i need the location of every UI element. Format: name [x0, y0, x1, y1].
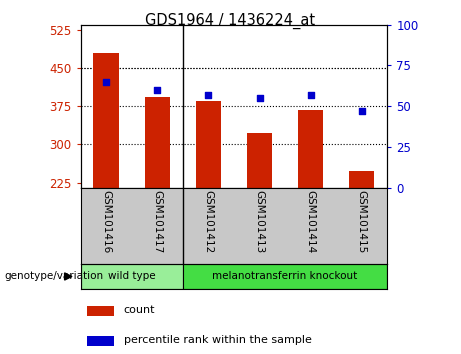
Point — [256, 95, 263, 101]
Point — [102, 79, 110, 85]
Text: GSM101417: GSM101417 — [152, 190, 162, 253]
Text: melanotransferrin knockout: melanotransferrin knockout — [213, 272, 358, 281]
Point — [307, 92, 314, 98]
Text: GDS1964 / 1436224_at: GDS1964 / 1436224_at — [145, 12, 316, 29]
Bar — [195, 101, 221, 188]
Bar — [87, 336, 114, 346]
Bar — [298, 110, 323, 188]
Text: GSM101412: GSM101412 — [203, 190, 213, 253]
Bar — [349, 171, 374, 188]
Point — [154, 87, 161, 93]
Text: GSM101413: GSM101413 — [254, 190, 265, 253]
Point — [358, 108, 366, 114]
Bar — [87, 306, 114, 316]
Text: genotype/variation: genotype/variation — [5, 272, 104, 281]
Bar — [183, 264, 387, 289]
Text: count: count — [124, 305, 155, 315]
Bar — [81, 264, 183, 289]
Bar — [247, 133, 272, 188]
Text: GSM101416: GSM101416 — [101, 190, 111, 253]
Text: GSM101415: GSM101415 — [357, 190, 366, 253]
Point — [205, 92, 212, 98]
Text: percentile rank within the sample: percentile rank within the sample — [124, 335, 312, 345]
Bar — [94, 53, 119, 188]
Text: wild type: wild type — [108, 272, 155, 281]
Text: GSM101414: GSM101414 — [306, 190, 316, 253]
Bar — [145, 97, 170, 188]
